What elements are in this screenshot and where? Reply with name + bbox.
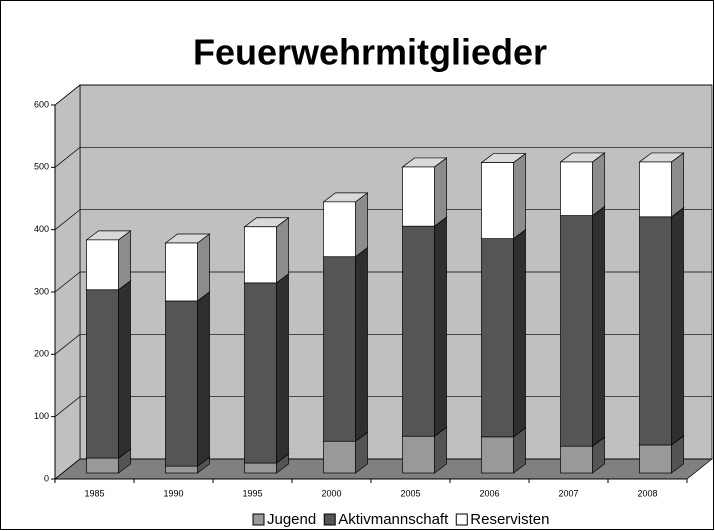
bar-side bbox=[513, 228, 526, 438]
bar bbox=[244, 226, 277, 284]
bar-side bbox=[434, 216, 447, 437]
legend-swatch bbox=[455, 513, 468, 526]
bar-side bbox=[118, 230, 131, 291]
legend-label: Reservisten bbox=[470, 511, 549, 528]
bar-side bbox=[276, 217, 289, 284]
bar-side bbox=[434, 157, 447, 227]
bar bbox=[402, 166, 435, 227]
legend: Jugend Aktivmannschaft Reservisten bbox=[252, 511, 549, 528]
bar bbox=[165, 465, 198, 474]
x-tick-label: 1995 bbox=[242, 488, 262, 498]
y-tick-label: 400 bbox=[34, 224, 49, 234]
bar bbox=[481, 238, 514, 438]
y-tick-label: 100 bbox=[34, 411, 49, 421]
bar-side bbox=[355, 192, 368, 258]
bar bbox=[323, 201, 356, 258]
bar bbox=[639, 444, 672, 474]
bar bbox=[86, 457, 119, 474]
bar-side bbox=[513, 152, 526, 240]
x-tick-label: 1985 bbox=[84, 488, 104, 498]
bar bbox=[244, 282, 277, 464]
bar-side bbox=[592, 205, 605, 447]
x-tick-label: 2008 bbox=[637, 488, 657, 498]
bar bbox=[86, 289, 119, 459]
legend-label: Jugend bbox=[267, 511, 316, 528]
bar bbox=[560, 445, 593, 474]
grid-line bbox=[54, 84, 712, 106]
bar-side bbox=[197, 233, 210, 302]
legend-swatch bbox=[252, 513, 265, 526]
y-tick-label: 300 bbox=[34, 286, 49, 296]
bar bbox=[639, 161, 672, 218]
chart-title: Feuerwehrmitglieder bbox=[193, 32, 547, 73]
legend-swatch bbox=[323, 513, 336, 526]
x-tick-label: 1990 bbox=[163, 488, 183, 498]
bar bbox=[86, 239, 119, 291]
bar-side bbox=[671, 152, 684, 218]
x-tick-label: 2007 bbox=[558, 488, 578, 498]
y-tick-label: 500 bbox=[34, 162, 49, 172]
bar bbox=[165, 300, 198, 467]
y-tick-label: 600 bbox=[34, 99, 49, 109]
bar bbox=[323, 440, 356, 474]
bar-side bbox=[671, 207, 684, 446]
bar bbox=[244, 462, 277, 474]
x-tick-label: 2000 bbox=[321, 488, 341, 498]
bar bbox=[402, 435, 435, 474]
bar-side bbox=[197, 291, 210, 467]
bar bbox=[639, 216, 672, 446]
bar-side bbox=[276, 273, 289, 464]
legend-label: Aktivmannschaft bbox=[338, 511, 449, 528]
bar bbox=[323, 256, 356, 442]
x-tick-label: 2005 bbox=[400, 488, 420, 498]
bar-side bbox=[355, 247, 368, 442]
bar bbox=[402, 225, 435, 437]
floor bbox=[54, 458, 713, 480]
bar bbox=[481, 162, 514, 239]
bar bbox=[481, 436, 514, 474]
y-tick-label: 200 bbox=[34, 349, 49, 359]
x-tick-label: 2006 bbox=[479, 488, 499, 498]
grid-line bbox=[54, 146, 712, 168]
plot-area: 0 100 200 300 400 500 600 1985 1990 1995 2000 2005 2… bbox=[34, 84, 713, 498]
bar bbox=[560, 215, 593, 447]
y-tick-label: 0 bbox=[44, 473, 49, 483]
bar bbox=[560, 161, 593, 216]
bar-side bbox=[118, 280, 131, 459]
bar-side bbox=[592, 152, 605, 217]
bar bbox=[165, 242, 198, 302]
